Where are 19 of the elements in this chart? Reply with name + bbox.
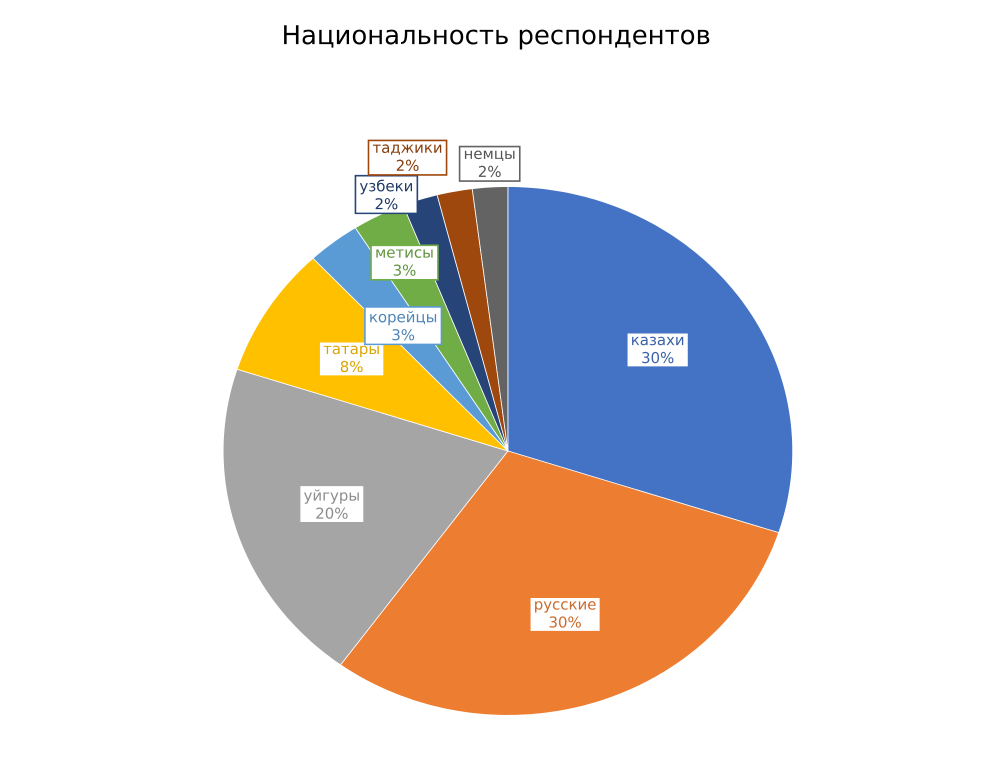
- data-label: 2%: [478, 166, 501, 178]
- slice-label: казахи: [632, 336, 684, 346]
- data-label: 3%: [394, 264, 416, 276]
- slice-label: немцы: [464, 150, 514, 161]
- data-label: 8%: [340, 360, 363, 372]
- data-label: 2%: [396, 160, 419, 171]
- data-label: 2%: [376, 198, 398, 210]
- slice-label: метисы: [376, 249, 433, 258]
- slice-label: корейцы: [370, 310, 436, 326]
- data-label: 30%: [642, 352, 674, 364]
- slice-label: узбеки: [360, 180, 412, 194]
- data-label: 20%: [316, 508, 348, 519]
- slice-label: уйгуры: [304, 489, 359, 504]
- slice-label: татары: [324, 346, 379, 358]
- chart-title: Национальность респондентов: [284, 25, 710, 50]
- slice-label: таджики: [372, 144, 442, 155]
- data-label: 3%: [392, 329, 414, 340]
- slice-label: русские: [535, 601, 596, 613]
- data-label: 30%: [550, 616, 581, 628]
